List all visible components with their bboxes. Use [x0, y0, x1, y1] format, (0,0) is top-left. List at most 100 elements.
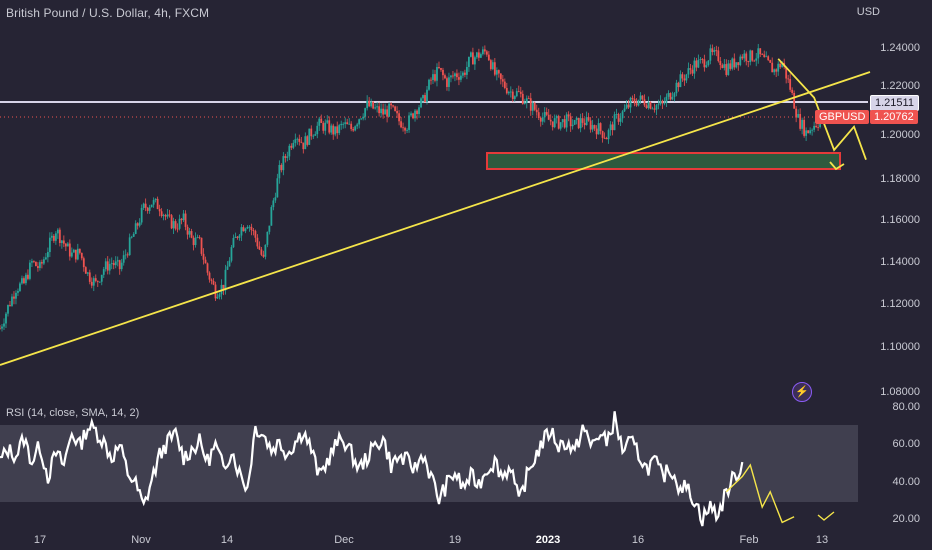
candle-body: [178, 218, 181, 229]
candle-body: [691, 69, 694, 74]
candle-body: [68, 243, 71, 257]
candle-body: [182, 213, 185, 221]
candle-body: [815, 125, 817, 128]
candle-body: [328, 120, 331, 133]
candle-body: [3, 323, 5, 327]
candle-body: [394, 106, 396, 111]
candle-body: [282, 156, 285, 171]
candle-body: [192, 237, 195, 246]
candle-body: [655, 105, 658, 110]
candle-body: [118, 260, 121, 270]
candle-body: [424, 95, 426, 102]
projection-arrowhead: [829, 161, 845, 171]
candle-body: [811, 129, 814, 131]
candle-body: [102, 269, 105, 275]
candle-body: [531, 102, 534, 111]
candle-body: [428, 79, 430, 90]
support-zone[interactable]: [486, 152, 841, 170]
candle-body: [436, 67, 438, 81]
candle-body: [210, 279, 213, 281]
candle-body: [324, 122, 327, 131]
candle-body: [745, 53, 748, 62]
candle-body: [767, 56, 770, 61]
candle-body: [547, 114, 550, 120]
candle-body: [390, 103, 392, 106]
candle-body: [244, 228, 247, 232]
candle-body: [234, 236, 237, 238]
candle-body: [687, 68, 690, 75]
candle-body: [190, 231, 193, 238]
candle-body: [543, 112, 546, 118]
candle-body: [226, 266, 229, 270]
candle-body: [707, 60, 710, 66]
candle-body: [685, 74, 688, 81]
candle-body: [188, 231, 191, 235]
candle-body: [483, 49, 486, 52]
candle-body: [398, 113, 400, 122]
candle-body: [567, 114, 570, 117]
candle-body: [218, 294, 221, 297]
candle-body: [110, 263, 113, 264]
candle-body: [358, 119, 361, 125]
candle-body: [168, 214, 171, 216]
candle-body: [1, 326, 3, 329]
candle-body: [346, 122, 349, 125]
candle-body: [382, 108, 385, 115]
candle-body: [62, 240, 65, 244]
candle-body: [537, 112, 540, 119]
candle-body: [176, 228, 179, 230]
symbol-badge[interactable]: GBPUSD: [815, 110, 870, 124]
candle-body: [432, 74, 434, 81]
candle-body: [637, 99, 640, 106]
candle-body: [418, 107, 420, 115]
candle-body: [739, 56, 742, 66]
candle-body: [571, 124, 574, 127]
projection-arrow-path[interactable]: [777, 58, 867, 161]
candle-body: [513, 96, 516, 99]
time-label-year: 2023: [535, 534, 561, 546]
candle-body: [551, 121, 554, 128]
candle-body: [481, 49, 484, 55]
candle-body: [799, 114, 802, 129]
candle-body: [96, 280, 99, 282]
candle-body: [92, 278, 95, 286]
candle-body: [228, 260, 231, 267]
candle-body: [254, 231, 257, 238]
candle-body: [204, 259, 207, 264]
time-label: Feb: [739, 534, 759, 546]
candle-body: [180, 218, 183, 221]
candle-body: [785, 66, 788, 79]
candle-body: [128, 237, 131, 255]
candle-body: [260, 249, 263, 255]
candle-body: [561, 119, 564, 123]
candle-body: [677, 82, 680, 88]
candle-body: [741, 56, 744, 59]
candle-body: [296, 138, 299, 140]
candle-body: [86, 272, 89, 274]
candle-body: [80, 252, 83, 259]
candle-body: [426, 89, 428, 102]
candle-body: [705, 65, 708, 68]
candle-body: [338, 125, 341, 134]
candle-body: [50, 235, 53, 238]
candle-body: [765, 56, 768, 58]
candle-body: [719, 61, 722, 66]
candle-body: [56, 229, 59, 234]
candle-body: [627, 104, 630, 108]
candle-body: [13, 296, 15, 299]
lightning-icon[interactable]: ⚡: [792, 382, 812, 402]
candle-body: [485, 51, 488, 55]
candle-body: [615, 114, 618, 115]
candle-body: [29, 262, 31, 279]
candle-body: [266, 231, 269, 245]
candle-body: [206, 263, 209, 273]
trendline[interactable]: [0, 71, 871, 366]
rsi-projection-path[interactable]: [725, 463, 795, 524]
candle-body: [675, 82, 678, 94]
candle-body: [356, 124, 359, 127]
candle-body: [515, 91, 518, 97]
last-price-badge[interactable]: 1.20762: [870, 110, 918, 124]
resistance-price-badge[interactable]: 1.21511: [870, 95, 919, 111]
candle-body: [487, 54, 490, 61]
